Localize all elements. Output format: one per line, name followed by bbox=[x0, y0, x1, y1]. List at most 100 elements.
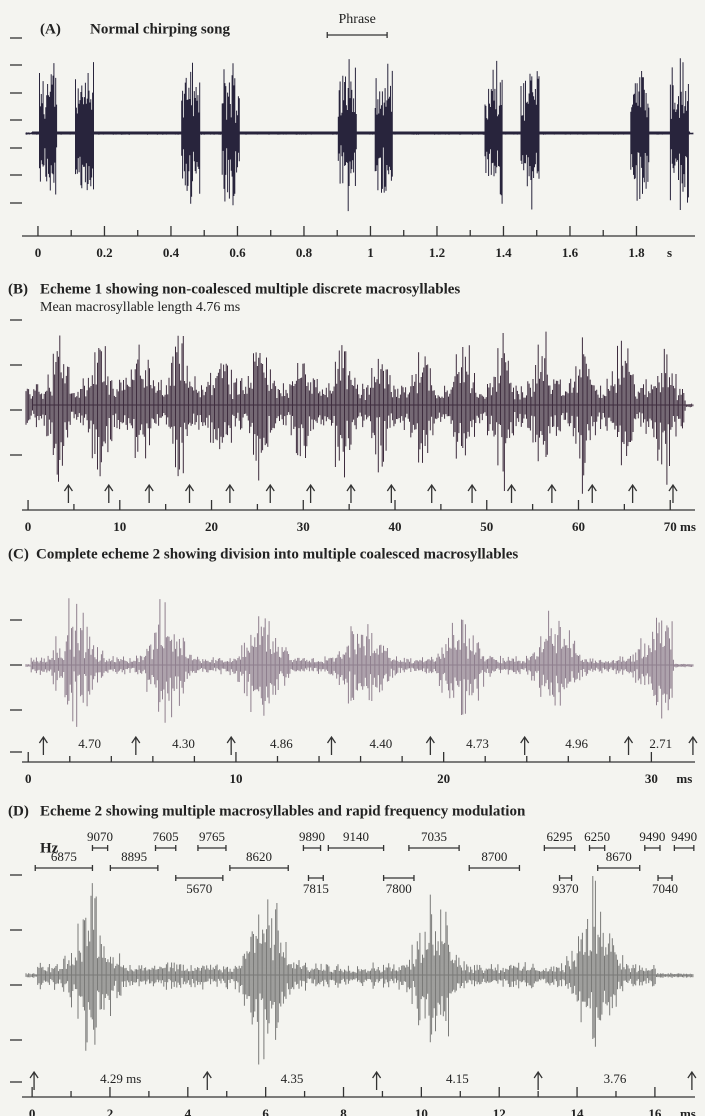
x-tick-label: 1.4 bbox=[495, 245, 512, 260]
arrow bbox=[587, 483, 597, 503]
interval-label: 4.73 bbox=[466, 736, 489, 751]
freq-label: 8670 bbox=[606, 849, 632, 864]
arrow bbox=[38, 735, 48, 755]
freq-bracket bbox=[197, 845, 227, 851]
x-unit: ms bbox=[680, 519, 696, 534]
arrow bbox=[306, 483, 316, 503]
x-unit: ms bbox=[676, 771, 692, 786]
freq-bracket bbox=[302, 845, 322, 851]
arrow bbox=[226, 735, 236, 755]
arrow bbox=[346, 483, 356, 503]
arrow bbox=[29, 1070, 39, 1090]
x-tick-label: 16 bbox=[648, 1106, 662, 1116]
freq-unit: Hz bbox=[40, 840, 59, 856]
x-tick-label: 0 bbox=[25, 519, 32, 534]
freq-label: 7035 bbox=[421, 829, 447, 844]
panel-label: (C) bbox=[8, 546, 29, 562]
waveform bbox=[25, 331, 694, 494]
x-tick-label: 30 bbox=[645, 771, 658, 786]
freq-bracket bbox=[657, 875, 673, 881]
x-tick-label: 50 bbox=[480, 519, 493, 534]
freq-label: 9490 bbox=[639, 829, 665, 844]
x-tick-label: 20 bbox=[205, 519, 218, 534]
x-tick-label: 60 bbox=[572, 519, 585, 534]
interval-label: 2.71 bbox=[649, 736, 672, 751]
x-tick-label: 1.6 bbox=[562, 245, 579, 260]
freq-label: 6250 bbox=[584, 829, 610, 844]
arrow bbox=[144, 483, 154, 503]
freq-bracket bbox=[588, 845, 606, 851]
interval-label: 4.15 bbox=[446, 1071, 469, 1086]
freq-label: 5670 bbox=[186, 881, 212, 896]
freq-bracket bbox=[307, 875, 324, 881]
x-tick-label: 0.2 bbox=[96, 245, 112, 260]
arrow bbox=[326, 735, 337, 755]
freq-bracket bbox=[558, 875, 573, 881]
panel-title: Complete echeme 2 showing division into … bbox=[36, 546, 518, 562]
arrow bbox=[623, 735, 634, 755]
x-tick-label: 10 bbox=[229, 771, 242, 786]
x-tick-label: 10 bbox=[415, 1106, 428, 1116]
freq-label: 9765 bbox=[199, 829, 225, 844]
arrow bbox=[386, 483, 396, 503]
x-tick-label: 0.4 bbox=[163, 245, 180, 260]
x-tick-label: 8 bbox=[340, 1106, 347, 1116]
interval-label: 4.40 bbox=[370, 736, 393, 751]
freq-bracket bbox=[91, 845, 109, 851]
freq-label: 6295 bbox=[547, 829, 573, 844]
x-tick-label: 70 bbox=[664, 519, 677, 534]
interval-label: 4.30 bbox=[172, 736, 195, 751]
panel-title: Normal chirping song bbox=[90, 21, 231, 37]
arrow bbox=[467, 483, 477, 503]
x-tick-label: 1 bbox=[367, 245, 374, 260]
freq-bracket bbox=[154, 845, 177, 851]
waveform bbox=[25, 876, 694, 1065]
panel-label: (A) bbox=[40, 21, 61, 37]
freq-bracket bbox=[673, 845, 695, 851]
arrow bbox=[225, 483, 235, 503]
freq-label: 9070 bbox=[87, 829, 113, 844]
x-unit: s bbox=[667, 245, 672, 260]
arrow bbox=[628, 483, 638, 503]
freq-bracket bbox=[327, 845, 385, 851]
panel-label: (D) bbox=[8, 803, 29, 819]
arrow bbox=[184, 483, 195, 503]
freq-label: 9490 bbox=[671, 829, 697, 844]
freq-label: 8895 bbox=[121, 849, 147, 864]
freq-bracket bbox=[229, 865, 289, 871]
panel-title: Echeme 2 showing multiple macrosyllables… bbox=[40, 803, 526, 819]
freq-label: 8700 bbox=[481, 849, 507, 864]
phrase-bracket bbox=[326, 32, 388, 38]
freq-bracket bbox=[382, 875, 415, 881]
arrow bbox=[533, 1070, 543, 1090]
arrow bbox=[668, 483, 678, 503]
interval-label: 3.76 bbox=[604, 1071, 627, 1086]
arrow bbox=[265, 483, 275, 503]
x-tick-label: 1.8 bbox=[628, 245, 645, 260]
arrow bbox=[547, 483, 557, 503]
x-tick-label: 20 bbox=[437, 771, 450, 786]
interval-label: 4.86 bbox=[270, 736, 293, 751]
x-tick-label: 6 bbox=[262, 1106, 269, 1116]
freq-bracket bbox=[597, 865, 641, 871]
x-tick-label: 4 bbox=[185, 1106, 192, 1116]
x-tick-label: 2 bbox=[107, 1106, 114, 1116]
x-tick-label: 10 bbox=[113, 519, 126, 534]
freq-bracket bbox=[109, 865, 159, 871]
freq-bracket bbox=[543, 845, 576, 851]
freq-label: 6875 bbox=[51, 849, 77, 864]
x-tick-label: 0.8 bbox=[296, 245, 313, 260]
arrow bbox=[425, 735, 435, 755]
x-tick-label: 40 bbox=[389, 519, 402, 534]
freq-label: 8620 bbox=[246, 849, 272, 864]
interval-label: 4.96 bbox=[565, 736, 588, 751]
freq-label: 9890 bbox=[299, 829, 325, 844]
phrase-label: Phrase bbox=[339, 12, 376, 27]
freq-label: 9370 bbox=[553, 881, 579, 896]
panel-title: Echeme 1 showing non-coalesced multiple … bbox=[40, 281, 460, 297]
arrow bbox=[131, 735, 141, 755]
x-tick-label: 0 bbox=[29, 1106, 36, 1116]
x-tick-label: 0.6 bbox=[229, 245, 246, 260]
freq-bracket bbox=[175, 875, 224, 881]
interval-label: 4.29 ms bbox=[100, 1071, 141, 1086]
